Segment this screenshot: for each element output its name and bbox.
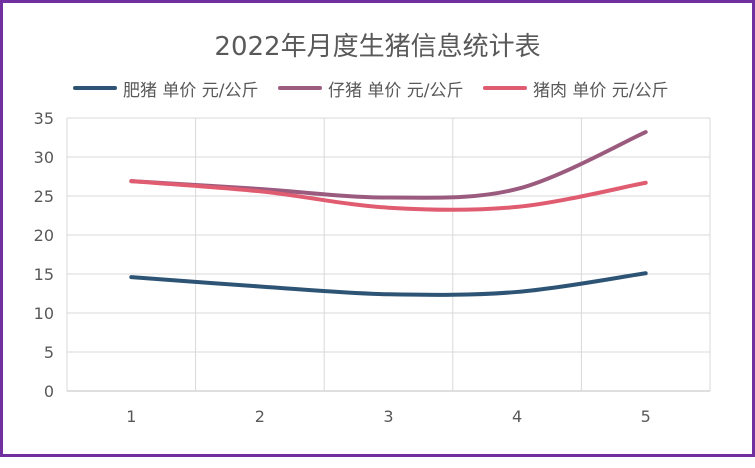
gridlines — [66, 117, 711, 392]
y-tick-label: 25 — [34, 187, 54, 206]
y-tick-label: 10 — [34, 304, 54, 323]
x-axis-labels: 1 2 3 4 5 — [126, 407, 651, 426]
legend-item-series-3: 猪肉 单价 元/公斤 — [483, 76, 669, 101]
legend-swatch-series-3 — [483, 86, 527, 90]
legend-label-series-1: 肥猪 单价 元/公斤 — [123, 80, 259, 101]
legend-label-series-3: 猪肉 单价 元/公斤 — [533, 80, 669, 101]
y-tick-label: 0 — [44, 382, 54, 401]
x-tick-label: 1 — [126, 407, 136, 426]
legend-item-series-2: 仔猪 单价 元/公斤 — [278, 76, 464, 101]
legend-swatch-series-1 — [73, 86, 117, 90]
legend-swatch-series-2 — [278, 86, 322, 90]
y-tick-label: 15 — [34, 265, 54, 284]
x-tick-label: 5 — [641, 407, 651, 426]
x-tick-label: 3 — [383, 407, 393, 426]
x-tick-label: 2 — [255, 407, 265, 426]
y-tick-label: 5 — [44, 343, 54, 362]
y-axis-labels: 0 5 10 15 20 25 30 35 — [34, 109, 54, 401]
series-line-1 — [129, 271, 648, 297]
legend-label-series-2: 仔猪 单价 元/公斤 — [328, 80, 464, 101]
y-tick-label: 35 — [34, 109, 54, 128]
chart-title: 2022年月度生猪信息统计表 — [214, 32, 541, 62]
legend-item-series-1: 肥猪 单价 元/公斤 — [73, 76, 259, 101]
x-tick-label: 4 — [512, 407, 522, 426]
y-tick-label: 20 — [34, 226, 54, 245]
chart-legend: 肥猪 单价 元/公斤 仔猪 单价 元/公斤 猪肉 单价 元/公斤 — [0, 76, 755, 101]
chart-frame — [0, 0, 755, 457]
series-line-3 — [129, 179, 648, 212]
y-tick-label: 30 — [34, 148, 54, 167]
series-lines — [129, 130, 648, 297]
